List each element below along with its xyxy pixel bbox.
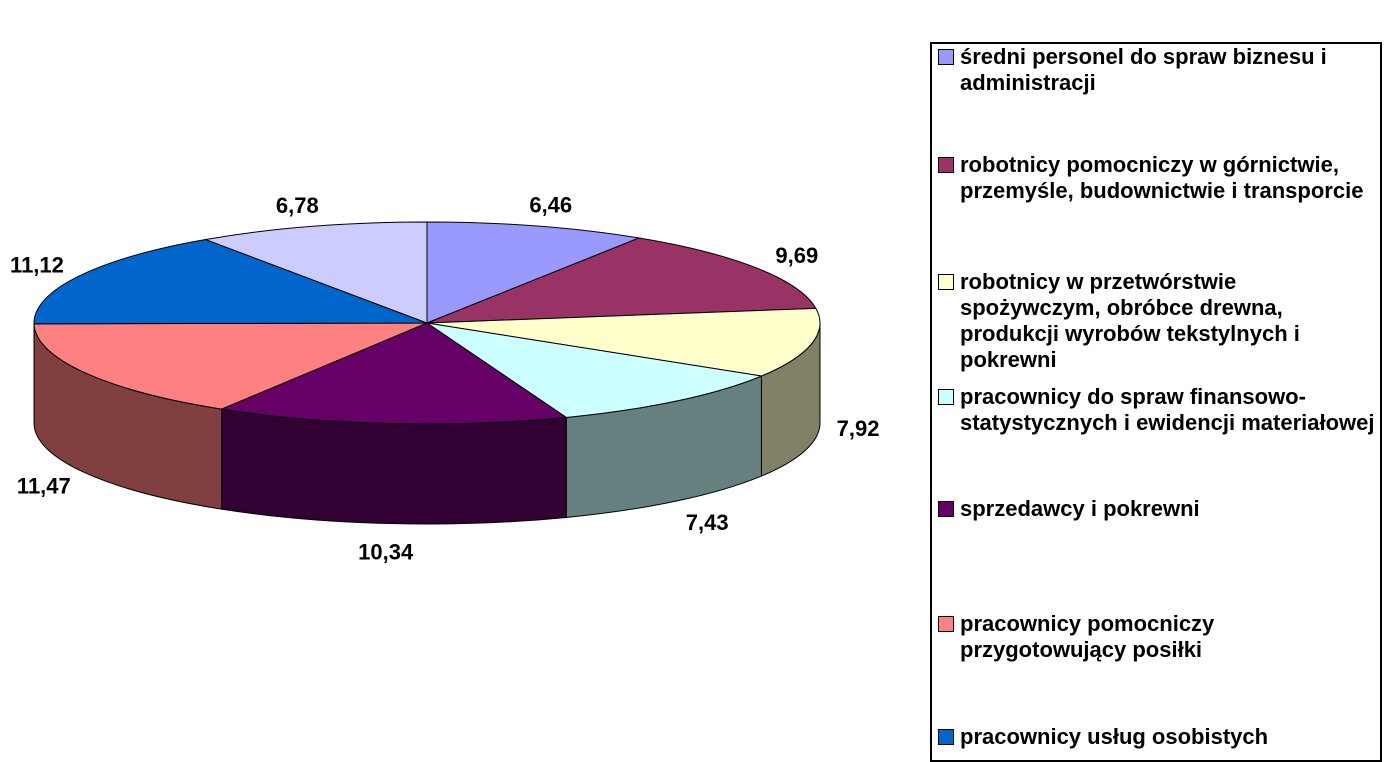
legend-swatch	[938, 157, 954, 173]
data-label: 10,34	[358, 540, 414, 565]
legend-swatch	[938, 49, 954, 65]
data-label: 7,43	[686, 510, 729, 535]
data-label: 11,12	[10, 253, 64, 278]
slice-side	[222, 409, 567, 524]
data-label: 9,69	[775, 243, 818, 268]
legend-swatch	[938, 501, 954, 517]
chart: 6,46 9,69 7,92 7,43 10,34 11,47 11,12 6,78	[0, 0, 930, 753]
legend-swatch	[938, 616, 954, 632]
legend: średni personel do spraw biznesu i admin…	[930, 42, 1382, 762]
legend-item: pracownicy pomocniczy przygotowujący pos…	[938, 611, 1378, 663]
data-label: 6,78	[276, 193, 319, 218]
legend-item: robotnicy pomocniczy w górnictwie, przem…	[938, 152, 1378, 204]
legend-label: pracownicy pomocniczy przygotowujący pos…	[960, 611, 1378, 663]
data-label: 11,47	[17, 473, 71, 498]
data-label: 7,92	[837, 416, 880, 441]
legend-swatch	[938, 389, 954, 405]
legend-item: sprzedawcy i pokrewni	[938, 496, 1378, 522]
legend-swatch	[938, 274, 954, 290]
legend-item: średni personel do spraw biznesu i admin…	[938, 44, 1378, 96]
legend-swatch	[938, 729, 954, 745]
legend-label: robotnicy w przetwórstwie spożywczym, ob…	[960, 269, 1378, 373]
legend-label: pracownicy usług osobistych	[960, 724, 1378, 750]
legend-label: pracownicy do spraw finansowo-statystycz…	[960, 384, 1378, 436]
legend-label: robotnicy pomocniczy w górnictwie, przem…	[960, 152, 1378, 204]
legend-item: pracownicy do spraw finansowo-statystycz…	[938, 384, 1378, 436]
legend-item: pracownicy usług osobistych	[938, 724, 1378, 750]
data-label: 6,46	[529, 193, 572, 218]
legend-label: sprzedawcy i pokrewni	[960, 496, 1378, 522]
legend-label: średni personel do spraw biznesu i admin…	[960, 44, 1378, 96]
legend-item: robotnicy w przetwórstwie spożywczym, ob…	[938, 269, 1378, 373]
